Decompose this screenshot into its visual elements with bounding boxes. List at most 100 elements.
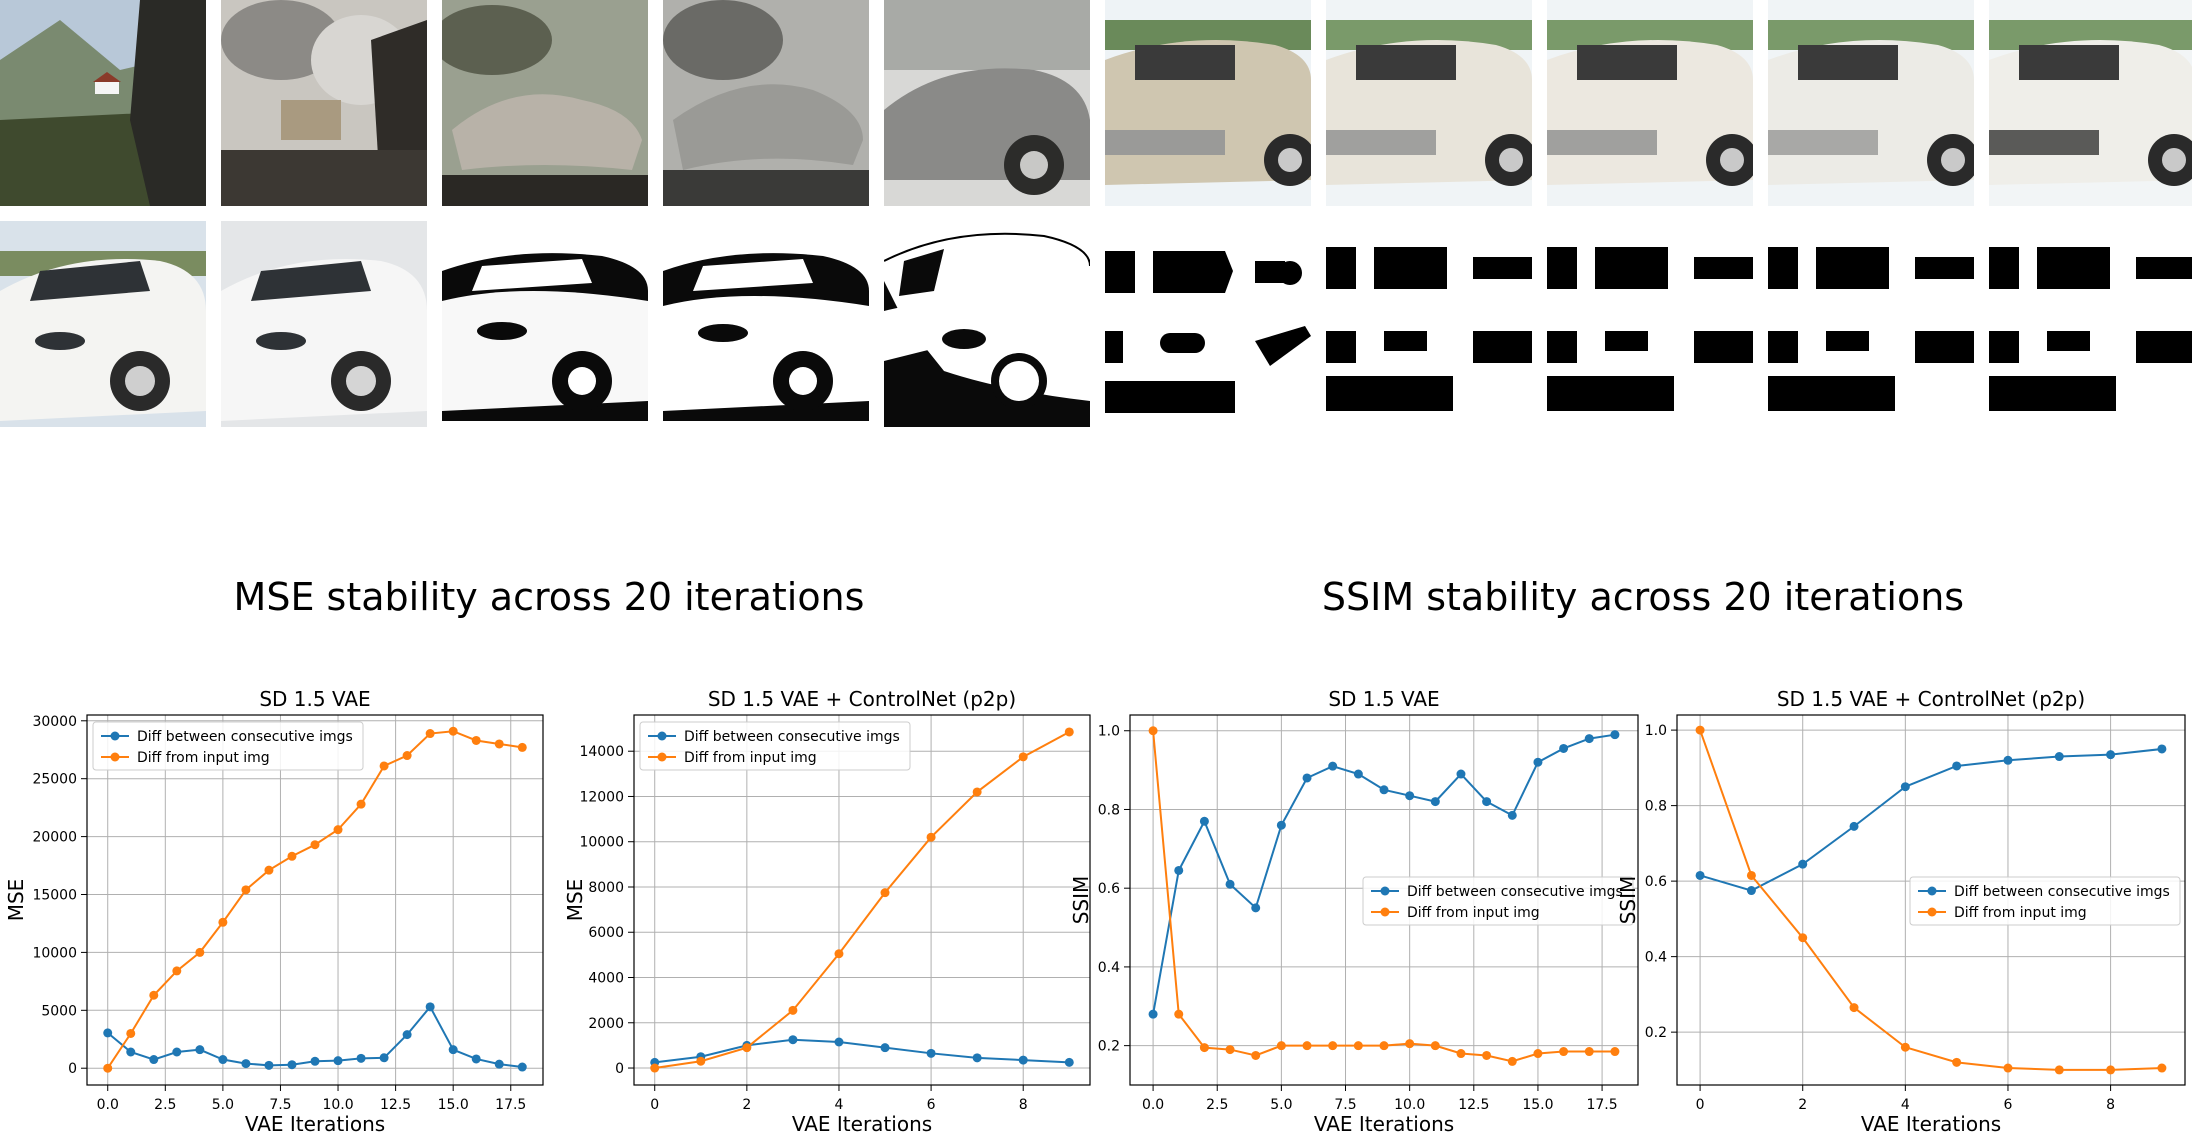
data-point <box>103 1028 113 1038</box>
y-tick-label: 15000 <box>32 887 77 903</box>
image-strip-row-1 <box>0 0 2192 206</box>
tile-white-car-3 <box>1768 0 1974 206</box>
y-tick-label: 25000 <box>32 772 77 788</box>
data-point <box>1900 782 1910 792</box>
data-point <box>1610 1047 1620 1057</box>
x-tick-label: 0 <box>650 1097 659 1113</box>
legend-entry: Diff between consecutive imgs <box>684 729 900 745</box>
data-point <box>1174 865 1184 875</box>
data-point <box>287 1060 297 1070</box>
x-tick-label: 0.0 <box>1142 1097 1164 1113</box>
y-tick-label: 2000 <box>588 1016 624 1032</box>
data-point <box>1302 1041 1312 1051</box>
legend-box <box>1909 876 2181 926</box>
tile-white-car-smooth <box>221 221 427 427</box>
y-tick-label: 10000 <box>32 945 77 961</box>
data-point <box>1225 1045 1235 1055</box>
data-point <box>1379 785 1389 795</box>
data-point <box>972 1053 982 1063</box>
x-tick-label: 6 <box>927 1097 936 1113</box>
data-point <box>2157 1063 2167 1073</box>
image-strip-row-2 <box>0 221 2192 427</box>
data-point <box>1482 1050 1492 1060</box>
legend-marker <box>1380 886 1390 896</box>
tile-white-car-posterized-2 <box>663 221 869 427</box>
data-point <box>834 949 844 959</box>
data-point <box>696 1056 706 1066</box>
series-line <box>654 1038 1070 1064</box>
data-point <box>1610 730 1620 740</box>
y-axis-label: SSIM <box>1616 876 1640 925</box>
data-point <box>356 799 366 809</box>
data-point <box>1584 734 1594 744</box>
tile-white-car-photo <box>0 221 206 427</box>
data-point <box>195 947 205 957</box>
data-point <box>1559 1047 1569 1057</box>
data-point <box>2054 752 2064 762</box>
legend-box <box>639 721 911 771</box>
x-tick-label: 12.5 <box>1458 1097 1489 1113</box>
data-point <box>1584 1047 1594 1057</box>
tile-white-car-1 <box>1326 0 1532 206</box>
data-point <box>1533 1049 1543 1059</box>
data-point <box>149 990 159 1000</box>
y-tick-label: 4000 <box>588 971 624 987</box>
y-tick-label: 0.8 <box>1645 799 1667 815</box>
data-point <box>241 1059 251 1069</box>
data-point <box>517 742 527 752</box>
data-point <box>126 1047 136 1057</box>
legend-marker <box>657 752 667 762</box>
data-point <box>742 1043 752 1053</box>
tile-black-blocks-3 <box>1547 221 1753 427</box>
y-tick-label: 0.4 <box>1645 950 1667 966</box>
y-tick-label: 6000 <box>588 925 624 941</box>
plot-frame <box>633 714 1091 1086</box>
legend-entry: Diff between consecutive imgs <box>1407 884 1623 900</box>
data-point <box>1251 903 1261 913</box>
data-point <box>218 917 228 927</box>
data-point <box>1148 1009 1158 1019</box>
y-tick-label: 1.0 <box>1645 723 1667 739</box>
y-tick-label: 0.6 <box>1098 881 1120 897</box>
legend-marker <box>1927 907 1937 917</box>
data-point <box>1064 1057 1074 1067</box>
data-point <box>926 1048 936 1058</box>
x-tick-label: 15.0 <box>1522 1097 1553 1113</box>
data-point <box>1276 820 1286 830</box>
data-point <box>1353 769 1363 779</box>
data-point <box>1456 769 1466 779</box>
charts-area: 0.0 2.5 5.0 7.5 10.0 12.5 15.0 17.5 0 5000 10000 15… <box>4 687 2186 1136</box>
data-point <box>1798 859 1808 869</box>
data-point <box>126 1028 136 1038</box>
tile-distorted-car-gray <box>663 0 869 206</box>
y-axis-label: SSIM <box>1069 876 1093 925</box>
tile-smoke-scene <box>221 0 427 206</box>
data-point <box>264 865 274 875</box>
x-tick-label: 5.0 <box>1270 1097 1292 1113</box>
x-tick-label: 5.0 <box>212 1097 234 1113</box>
data-point <box>1430 797 1440 807</box>
tile-landscape-photo <box>0 0 206 206</box>
data-point <box>333 825 343 835</box>
y-axis-label: MSE <box>4 879 28 922</box>
x-tick-label: 7.5 <box>269 1097 291 1113</box>
plot-frame <box>1676 714 2186 1086</box>
data-point <box>448 726 458 736</box>
y-tick-label: 5000 <box>41 1003 77 1019</box>
data-point <box>1430 1041 1440 1051</box>
y-tick-label: 0 <box>68 1061 77 1077</box>
data-point <box>402 751 412 761</box>
data-point <box>264 1060 274 1070</box>
data-point <box>1849 821 1859 831</box>
ssim-section-heading: SSIM stability across 20 iterations <box>1321 575 1965 619</box>
series-line <box>1699 729 2162 1071</box>
legend-marker <box>1927 886 1937 896</box>
y-tick-label: 0.6 <box>1645 874 1667 890</box>
x-tick-label: 10.0 <box>322 1097 353 1113</box>
x-tick-label: 7.5 <box>1334 1097 1356 1113</box>
tile-white-car-4 <box>1989 0 2192 206</box>
tile-black-blocks-1 <box>1105 221 1311 427</box>
data-point <box>2054 1065 2064 1075</box>
x-tick-label: 10.0 <box>1394 1097 1425 1113</box>
x-axis-label: VAE Iterations <box>1861 1112 2001 1136</box>
